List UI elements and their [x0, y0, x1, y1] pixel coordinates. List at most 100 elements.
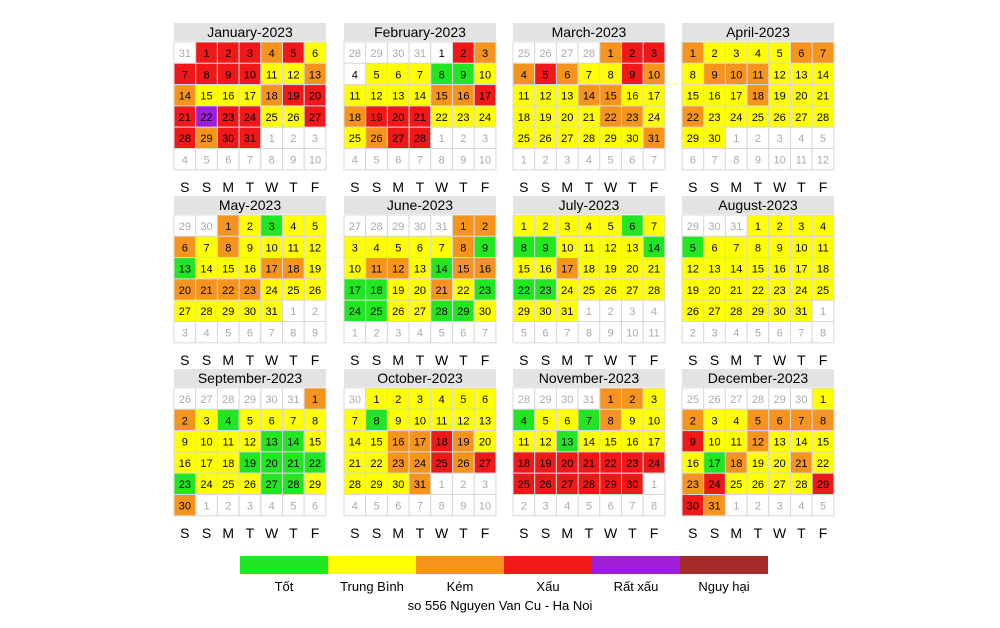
day-number: 16: [457, 91, 469, 103]
day-cell: [642, 494, 666, 517]
weekday-label: S: [710, 352, 719, 368]
day-number: 16: [539, 264, 551, 276]
day-number: 7: [203, 242, 209, 254]
day-number: 4: [586, 155, 592, 167]
weekday-label: S: [372, 179, 381, 195]
day-number: 14: [349, 437, 361, 449]
day-number: 3: [395, 328, 401, 340]
day-number: 30: [266, 394, 278, 406]
day-number: 27: [561, 48, 573, 60]
day-number: 7: [417, 69, 423, 81]
day-number: 3: [482, 133, 488, 145]
day-number: 31: [266, 306, 278, 318]
day-number: 10: [626, 328, 638, 340]
day-number: 21: [287, 458, 299, 470]
day-number: 1: [439, 479, 445, 491]
day-number: 2: [182, 415, 188, 427]
day-number: 30: [626, 479, 638, 491]
day-number: 4: [521, 69, 527, 81]
day-number: 20: [795, 91, 807, 103]
day-number: 7: [269, 328, 275, 340]
day-number: 28: [349, 479, 361, 491]
day-number: 2: [542, 221, 548, 233]
day-number: 8: [373, 415, 379, 427]
day-number: 1: [439, 133, 445, 145]
day-number: 15: [605, 91, 617, 103]
weekday-label: M: [730, 352, 742, 368]
day-number: 2: [312, 306, 318, 318]
day-number: 4: [755, 48, 761, 60]
month-title: August-2023: [718, 197, 798, 213]
day-number: 20: [392, 112, 404, 124]
day-number: 15: [752, 264, 764, 276]
day-number: 14: [436, 264, 448, 276]
weekday-label: F: [819, 525, 828, 541]
day-cell: [473, 494, 497, 517]
day-number: 2: [755, 501, 761, 513]
day-number: 4: [564, 501, 570, 513]
day-number: 2: [373, 328, 379, 340]
day-number: 6: [417, 242, 423, 254]
weekday-label: T: [628, 179, 637, 195]
day-number: 12: [370, 91, 382, 103]
day-number: 3: [203, 415, 209, 427]
day-number: 30: [392, 479, 404, 491]
day-number: 27: [266, 479, 278, 491]
day-number: 19: [539, 112, 551, 124]
day-number: 28: [179, 133, 191, 145]
day-number: 5: [608, 155, 614, 167]
day-number: 6: [225, 155, 231, 167]
day-number: 19: [687, 285, 699, 297]
day-number: 1: [608, 48, 614, 60]
day-number: 31: [583, 394, 595, 406]
day-number: 4: [203, 328, 209, 340]
day-number: 28: [583, 479, 595, 491]
weekday-label: M: [392, 179, 404, 195]
day-number: 26: [774, 112, 786, 124]
legend-swatch: [592, 556, 680, 574]
day-number: 20: [479, 437, 491, 449]
day-number: 4: [373, 242, 379, 254]
day-number: 21: [583, 112, 595, 124]
day-number: 29: [392, 221, 404, 233]
day-number: 8: [820, 328, 826, 340]
day-number: 6: [777, 328, 783, 340]
day-number: 4: [820, 221, 826, 233]
day-number: 2: [629, 394, 635, 406]
weekday-label: T: [628, 525, 637, 541]
month-title: May-2023: [219, 197, 281, 213]
weekday-label: W: [773, 525, 787, 541]
day-number: 13: [561, 91, 573, 103]
day-number: 1: [820, 394, 826, 406]
weekday-label: T: [416, 352, 425, 368]
day-number: 27: [200, 394, 212, 406]
weekday-label: T: [628, 352, 637, 368]
day-number: 2: [460, 133, 466, 145]
day-number: 6: [269, 415, 275, 427]
day-number: 18: [518, 112, 530, 124]
day-number: 19: [774, 91, 786, 103]
day-number: 9: [690, 437, 696, 449]
day-number: 29: [200, 133, 212, 145]
day-number: 1: [733, 133, 739, 145]
month-title: April-2023: [726, 24, 790, 40]
month-title: September-2023: [198, 370, 303, 386]
day-number: 28: [752, 394, 764, 406]
day-number: 24: [414, 458, 426, 470]
legend-label: Trung Bình: [340, 579, 404, 594]
day-number: 30: [708, 221, 720, 233]
weekday-label: T: [459, 352, 468, 368]
day-number: 8: [460, 242, 466, 254]
day-number: 29: [179, 221, 191, 233]
weekday-label: W: [265, 179, 279, 195]
day-number: 23: [222, 112, 234, 124]
day-number: 10: [648, 415, 660, 427]
day-number: 21: [200, 285, 212, 297]
day-number: 13: [795, 69, 807, 81]
weekday-label: W: [604, 525, 618, 541]
day-number: 29: [817, 479, 829, 491]
day-number: 19: [752, 458, 764, 470]
day-number: 30: [626, 133, 638, 145]
day-number: 22: [436, 112, 448, 124]
